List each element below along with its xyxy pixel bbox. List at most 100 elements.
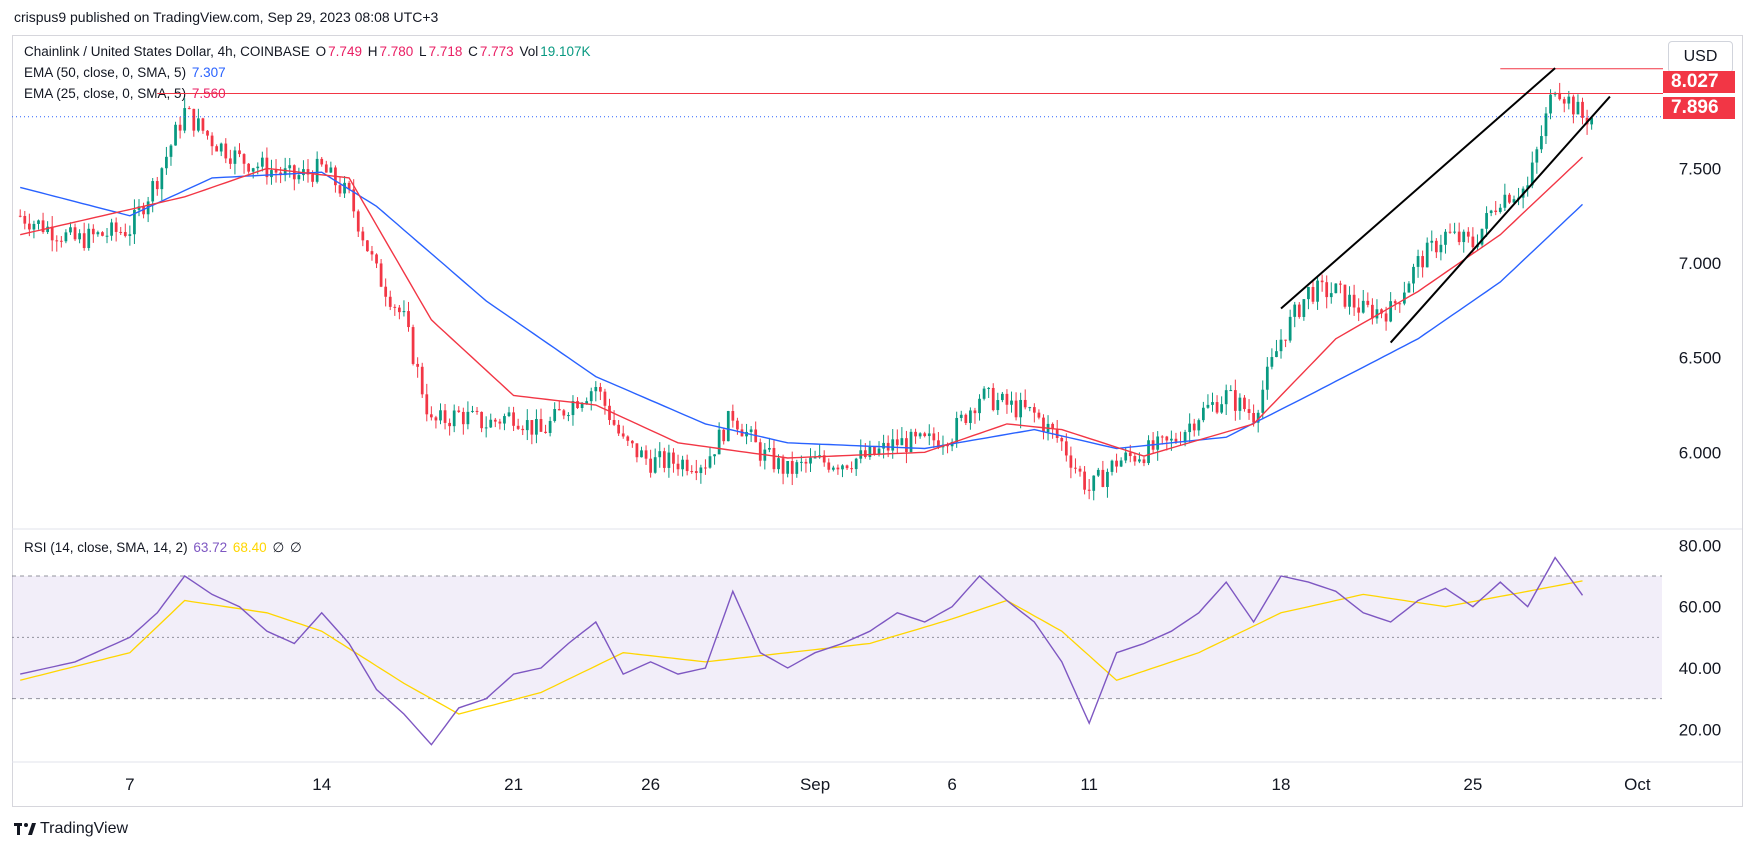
candle-body-274 bbox=[1270, 357, 1274, 367]
rsi-y-tick-3: 20.00 bbox=[1679, 720, 1722, 739]
candle-body-106 bbox=[503, 416, 506, 424]
candle-body-95 bbox=[452, 410, 456, 427]
candle-body-145 bbox=[681, 459, 684, 470]
candle-body-265 bbox=[1229, 390, 1233, 392]
x-tick-1: 14 bbox=[312, 775, 331, 794]
candle-body-223 bbox=[1037, 412, 1041, 418]
rsi-y-tick-1: 60.00 bbox=[1679, 598, 1722, 617]
candle-body-88 bbox=[420, 366, 424, 395]
candle-body-44 bbox=[219, 143, 223, 152]
candle-body-275 bbox=[1275, 351, 1278, 358]
candle-body-205 bbox=[955, 417, 959, 443]
candle-body-323 bbox=[1494, 210, 1498, 212]
candle-body-301 bbox=[1393, 301, 1397, 304]
candle-body-169 bbox=[790, 461, 794, 474]
candle-body-112 bbox=[530, 420, 534, 435]
candle-body-153 bbox=[717, 429, 721, 455]
candle-body-123 bbox=[580, 403, 584, 409]
candle-body-196 bbox=[914, 431, 917, 437]
close-value: 7.773 bbox=[479, 44, 514, 59]
candle-body-260 bbox=[1206, 404, 1210, 408]
price-y-tick-0: 7.500 bbox=[1679, 159, 1722, 178]
candle-body-341 bbox=[1576, 101, 1580, 115]
candle-body-226 bbox=[1051, 423, 1054, 430]
candle-body-313 bbox=[1448, 231, 1452, 233]
candle-body-174 bbox=[813, 457, 817, 459]
candle-body-17 bbox=[96, 232, 100, 235]
candle-body-270 bbox=[1252, 412, 1255, 423]
candle-body-84 bbox=[402, 311, 406, 313]
candle-body-131 bbox=[617, 424, 621, 434]
candle-body-170 bbox=[795, 462, 799, 474]
rsi-sma-line bbox=[20, 580, 1583, 715]
candle-body-287 bbox=[1329, 293, 1333, 298]
ema25-line bbox=[20, 156, 1583, 459]
candle-body-224 bbox=[1042, 417, 1045, 433]
volume-label: Vol bbox=[519, 44, 539, 59]
rsi-line bbox=[20, 556, 1584, 746]
candle-body-269 bbox=[1247, 409, 1251, 413]
close-label: C bbox=[468, 44, 478, 59]
currency-button[interactable]: USD bbox=[1668, 41, 1733, 73]
tradingview-logo[interactable]: TradingView bbox=[14, 820, 128, 838]
candle-body-295 bbox=[1366, 300, 1370, 305]
candle-body-327 bbox=[1512, 199, 1516, 203]
candle-body-30 bbox=[155, 181, 159, 190]
candle-body-47 bbox=[233, 150, 237, 164]
candle-body-16 bbox=[91, 228, 95, 235]
candle-body-231 bbox=[1074, 467, 1077, 469]
symbol-name: Chainlink / United States Dollar, 4h, CO… bbox=[24, 44, 310, 59]
candle-body-27 bbox=[142, 206, 145, 215]
candle-body-172 bbox=[804, 461, 808, 464]
candle-body-290 bbox=[1343, 284, 1347, 307]
candle-body-29 bbox=[151, 181, 155, 202]
candle-body-46 bbox=[228, 158, 232, 164]
candle-body-321 bbox=[1485, 213, 1488, 229]
rsi-legend[interactable]: RSI (14, close, SMA, 14, 2) 63.72 68.40 … bbox=[24, 540, 304, 556]
ema50-legend[interactable]: EMA (50, close, 0, SMA, 5) 7.307 bbox=[24, 65, 228, 80]
candle-body-76 bbox=[366, 240, 369, 252]
candle-body-187 bbox=[873, 446, 876, 455]
ema50-label: EMA (50, close, 0, SMA, 5) bbox=[24, 65, 187, 80]
trendline-0 bbox=[1280, 67, 1556, 310]
candle-body-279 bbox=[1293, 304, 1297, 317]
candle-body-203 bbox=[946, 444, 949, 447]
candle-body-314 bbox=[1453, 231, 1456, 233]
candle-body-207 bbox=[964, 414, 968, 424]
candle-body-271 bbox=[1256, 412, 1260, 423]
candle-body-39 bbox=[197, 118, 200, 131]
candle-body-126 bbox=[594, 386, 598, 392]
candle-body-79 bbox=[379, 263, 383, 287]
candle-body-80 bbox=[384, 286, 388, 297]
candle-body-273 bbox=[1265, 366, 1269, 390]
candle-body-330 bbox=[1526, 185, 1530, 189]
candle-body-125 bbox=[589, 391, 593, 402]
candle-body-255 bbox=[1183, 432, 1187, 443]
candle-body-281 bbox=[1302, 299, 1306, 317]
candle-body-7 bbox=[50, 226, 54, 241]
candle-body-267 bbox=[1238, 397, 1242, 411]
candle-body-101 bbox=[480, 411, 483, 429]
candle-body-124 bbox=[585, 401, 589, 404]
candle-body-54 bbox=[265, 157, 269, 178]
candle-body-104 bbox=[493, 419, 497, 422]
candle-body-217 bbox=[1010, 400, 1013, 405]
candle-body-109 bbox=[516, 425, 520, 429]
candle-body-4 bbox=[37, 220, 40, 224]
candle-body-264 bbox=[1224, 390, 1228, 405]
candle-body-128 bbox=[603, 391, 607, 406]
candle-body-45 bbox=[224, 143, 228, 159]
candle-body-292 bbox=[1352, 294, 1356, 308]
candle-body-114 bbox=[539, 418, 543, 432]
candle-body-335 bbox=[1549, 94, 1552, 114]
candle-body-82 bbox=[393, 306, 397, 308]
candle-body-148 bbox=[694, 471, 698, 474]
candle-body-151 bbox=[708, 456, 712, 468]
candle-body-72 bbox=[347, 182, 351, 190]
candle-body-34 bbox=[174, 124, 177, 146]
candle-body-78 bbox=[375, 254, 378, 264]
candle-body-258 bbox=[1197, 420, 1201, 431]
candle-body-25 bbox=[133, 209, 136, 235]
x-tick-8: 25 bbox=[1463, 775, 1482, 794]
